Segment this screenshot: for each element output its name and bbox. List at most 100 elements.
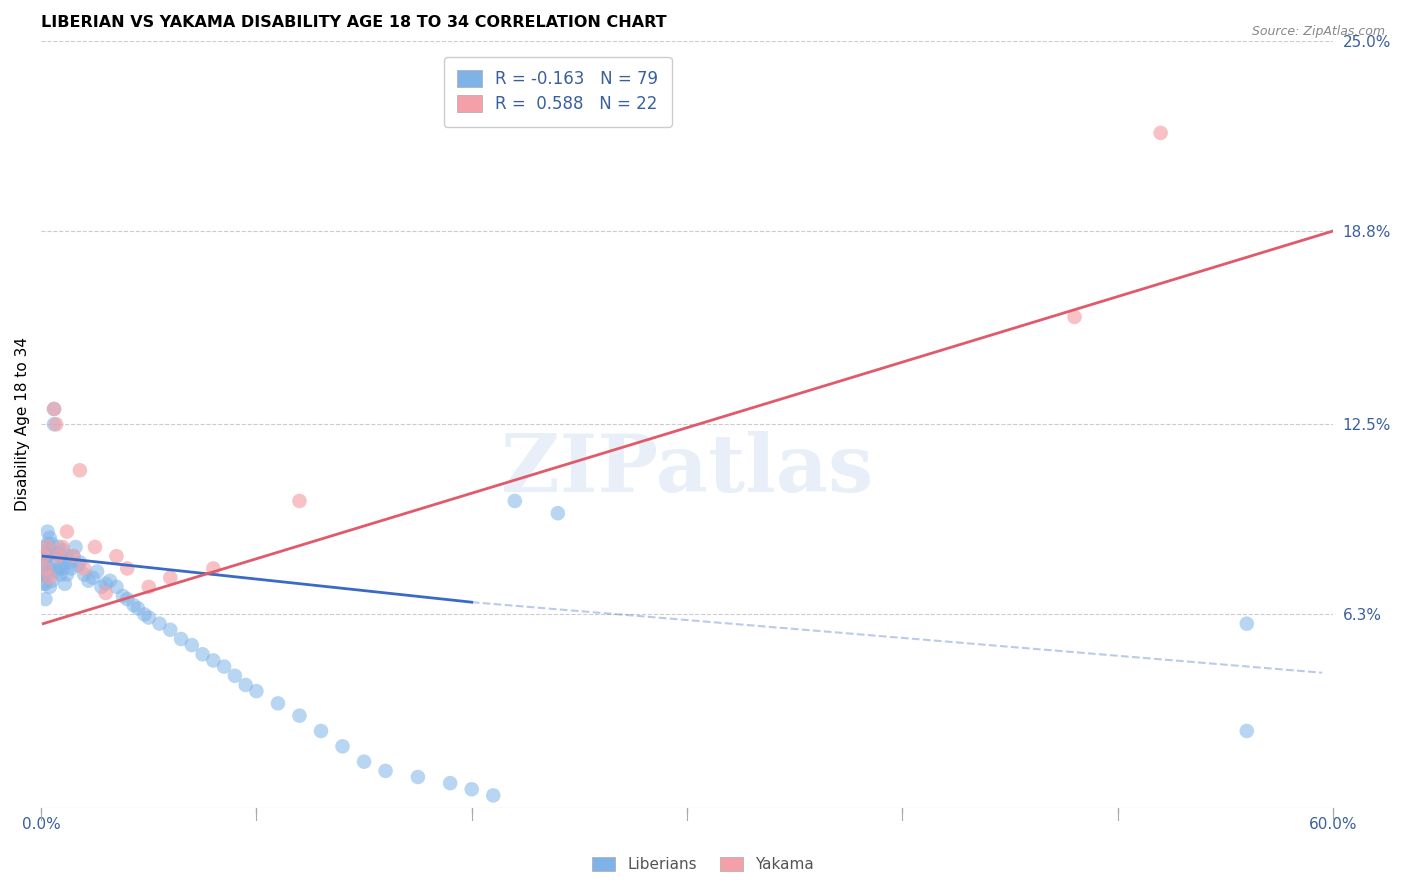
Point (98, 574, 121, 588)
Text: Source: ZipAtlas.com: Source: ZipAtlas.com (1251, 25, 1385, 38)
Point (212, 659, 235, 673)
Point (46, 561, 69, 575)
Point (115, 561, 138, 575)
Point (37, 540, 59, 554)
Point (94, 586, 117, 600)
Point (52, 540, 75, 554)
Point (159, 623, 181, 637)
Point (62, 549, 84, 564)
Point (115, 592, 138, 607)
Point (46, 549, 69, 564)
Point (52, 561, 75, 575)
Point (60, 561, 83, 575)
Point (503, 494, 526, 508)
Point (159, 571, 181, 585)
Point (34, 565, 56, 579)
Point (82, 571, 104, 585)
Point (38, 580, 60, 594)
Point (49, 567, 72, 582)
Point (65, 540, 87, 554)
Legend: R = -0.163   N = 79, R =  0.588   N = 22: R = -0.163 N = 79, R = 0.588 N = 22 (444, 57, 672, 127)
Point (309, 724, 332, 739)
Point (53, 555, 76, 569)
Point (245, 684, 267, 698)
Point (1236, 616, 1258, 631)
Point (105, 580, 128, 594)
Point (439, 776, 461, 790)
Point (69, 555, 91, 569)
Point (38, 571, 60, 585)
Point (32, 567, 55, 582)
Point (1150, 126, 1173, 140)
Point (122, 599, 145, 613)
Point (224, 669, 246, 683)
Point (138, 580, 160, 594)
Point (46, 540, 69, 554)
Point (267, 697, 290, 711)
Point (41, 537, 63, 551)
Legend: Liberians, Yakama: Liberians, Yakama (585, 849, 821, 880)
Point (37, 567, 59, 582)
Point (105, 549, 128, 564)
Point (94, 576, 117, 591)
Point (56, 524, 79, 539)
Point (34, 561, 56, 575)
Point (38, 531, 60, 545)
Point (56, 567, 79, 582)
Point (42, 401, 65, 416)
Text: LIBERIAN VS YAKAMA DISABILITY AGE 18 TO 34 CORRELATION CHART: LIBERIAN VS YAKAMA DISABILITY AGE 18 TO … (41, 15, 666, 30)
Point (202, 653, 225, 667)
Point (41, 555, 63, 569)
Point (77, 574, 100, 588)
Point (374, 764, 396, 778)
Point (37, 549, 59, 564)
Point (170, 632, 193, 646)
Point (42, 401, 65, 416)
Point (353, 755, 375, 769)
Point (32, 549, 55, 564)
Point (34, 546, 56, 560)
Point (482, 789, 505, 803)
Point (332, 739, 354, 754)
Point (38, 546, 60, 560)
Point (547, 506, 569, 520)
Point (52, 543, 75, 558)
Point (235, 678, 257, 692)
Point (45, 417, 67, 432)
Point (134, 607, 156, 622)
Point (86, 565, 108, 579)
Text: ZIPatlas: ZIPatlas (501, 432, 873, 509)
Point (56, 549, 79, 564)
Point (111, 589, 134, 603)
Point (37, 524, 59, 539)
Point (38, 561, 60, 575)
Point (288, 494, 311, 508)
Point (460, 782, 482, 797)
Point (41, 574, 63, 588)
Point (138, 610, 160, 624)
Point (34, 540, 56, 554)
Point (73, 561, 96, 575)
Point (32, 576, 55, 591)
Point (180, 638, 202, 652)
Point (406, 770, 429, 784)
Point (66, 558, 89, 573)
Point (84, 540, 107, 554)
Point (191, 648, 214, 662)
Point (32, 549, 55, 564)
Point (90, 580, 112, 594)
Point (69, 463, 91, 477)
Point (288, 708, 311, 723)
Point (42, 417, 65, 432)
Point (1063, 310, 1085, 324)
Point (45, 565, 67, 579)
Point (1236, 724, 1258, 739)
Point (32, 558, 55, 573)
Point (34, 576, 56, 591)
Point (58, 555, 80, 569)
Point (45, 546, 67, 560)
Point (53, 576, 76, 591)
Point (148, 616, 170, 631)
Point (49, 549, 72, 564)
Point (37, 537, 59, 551)
